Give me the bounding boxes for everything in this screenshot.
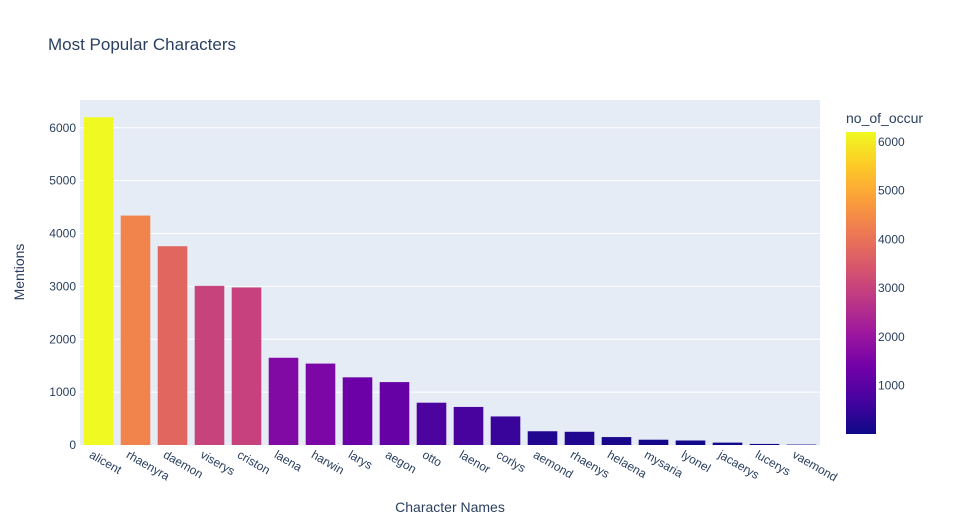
chart-title: Most Popular Characters bbox=[48, 35, 236, 54]
plot-area bbox=[80, 100, 820, 445]
colorbar-tick-label: 2000 bbox=[878, 330, 905, 344]
bar-viserys[interactable] bbox=[195, 286, 225, 445]
bar-alicent[interactable] bbox=[84, 117, 114, 445]
y-tick-label: 5000 bbox=[49, 174, 76, 188]
bar-rhaenys[interactable] bbox=[565, 432, 595, 445]
bar-aemond[interactable] bbox=[528, 431, 558, 445]
bar-helaena[interactable] bbox=[602, 437, 632, 445]
colorbar bbox=[846, 132, 876, 434]
colorbar-tick-label: 6000 bbox=[878, 135, 905, 149]
bar-otto[interactable] bbox=[417, 403, 447, 445]
y-tick-label: 2000 bbox=[49, 332, 76, 346]
bar-larys[interactable] bbox=[343, 377, 373, 445]
bar-lyonel[interactable] bbox=[676, 441, 706, 445]
colorbar-tick-label: 4000 bbox=[878, 232, 905, 246]
y-tick-label: 0 bbox=[69, 438, 76, 452]
bar-laena[interactable] bbox=[269, 358, 299, 445]
colorbar-title: no_of_occur bbox=[846, 110, 923, 126]
y-axis-title: Mentions bbox=[11, 244, 27, 301]
bar-mysaria[interactable] bbox=[639, 440, 669, 445]
y-tick-label: 3000 bbox=[49, 279, 76, 293]
bar-criston[interactable] bbox=[232, 287, 262, 445]
y-tick-label: 1000 bbox=[49, 385, 76, 399]
y-tick-label: 6000 bbox=[49, 121, 76, 135]
bar-aegon[interactable] bbox=[380, 382, 410, 445]
bar-daemon[interactable] bbox=[158, 246, 188, 445]
colorbar-tick-label: 1000 bbox=[878, 379, 905, 393]
bar-harwin[interactable] bbox=[306, 364, 336, 445]
bar-laenor[interactable] bbox=[454, 407, 484, 445]
bar-rhaenyra[interactable] bbox=[121, 216, 151, 445]
x-axis-title: Character Names bbox=[395, 499, 505, 515]
bar-lucerys[interactable] bbox=[750, 444, 780, 445]
colorbar-tick-label: 3000 bbox=[878, 281, 905, 295]
colorbar-tick-label: 5000 bbox=[878, 184, 905, 198]
y-tick-label: 4000 bbox=[49, 227, 76, 241]
bar-jacaerys[interactable] bbox=[713, 443, 743, 445]
bar-corlys[interactable] bbox=[491, 416, 521, 445]
